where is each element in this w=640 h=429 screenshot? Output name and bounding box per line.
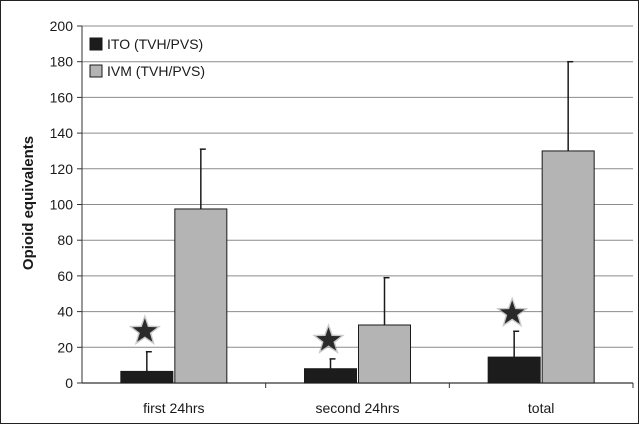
gridlines — [82, 25, 633, 348]
y-tick-label: 160 — [50, 89, 74, 105]
bar — [358, 324, 411, 384]
bar — [541, 150, 595, 384]
legend: ITO (TVH/PVS) IVM (TVH/PVS) — [89, 36, 205, 79]
error-bars — [145, 60, 574, 372]
y-tick-label: 0 — [65, 375, 73, 391]
star-icon — [499, 300, 525, 324]
bar — [487, 356, 541, 384]
axes: 0 20 40 60 80 100 120 140 160 180 200 first 24hrs se… — [50, 18, 634, 416]
star-icon — [316, 327, 341, 351]
bar — [304, 368, 357, 384]
annotations — [128, 296, 529, 354]
bar — [120, 370, 174, 384]
star-icon — [132, 318, 158, 342]
x-tick-label: second 24hrs — [315, 400, 399, 416]
y-tick-label: 120 — [50, 161, 74, 177]
y-tick-label: 140 — [50, 125, 74, 141]
y-tick-label: 40 — [57, 304, 73, 320]
x-tick-label: first 24hrs — [143, 400, 204, 416]
y-tick-label: 100 — [50, 197, 74, 213]
y-tick-label: 80 — [57, 232, 73, 248]
bar — [174, 208, 228, 384]
legend-swatch — [89, 37, 103, 51]
y-tick-label: 60 — [57, 268, 73, 284]
y-tick-label: 180 — [50, 54, 74, 70]
bars — [120, 150, 595, 384]
legend-label: ITO (TVH/PVS) — [107, 36, 203, 52]
y-tick-label: 200 — [50, 18, 74, 34]
y-tick-label: 20 — [57, 339, 73, 355]
legend-label: IVM (TVH/PVS) — [107, 63, 205, 79]
y-axis-label: Opioid equivalents — [20, 136, 37, 270]
x-tick-label: total — [528, 400, 554, 416]
legend-swatch — [89, 64, 103, 78]
